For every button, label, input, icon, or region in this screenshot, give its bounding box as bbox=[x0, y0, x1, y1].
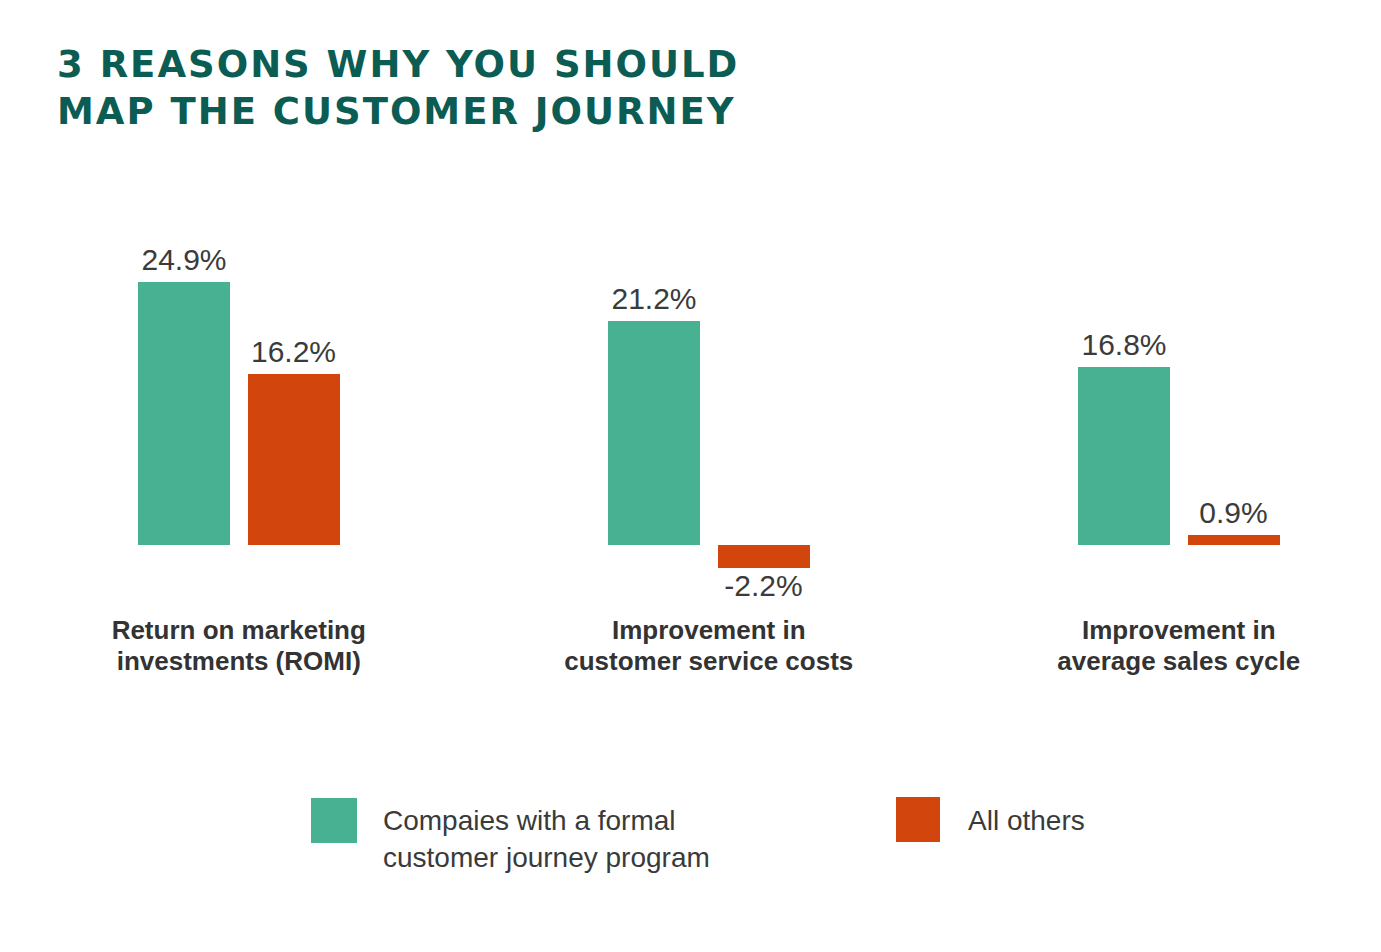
legend-label-all-others: All others bbox=[968, 802, 1085, 839]
legend-label-line1: All others bbox=[968, 802, 1085, 839]
value-label-group1-series1: 24.9% bbox=[104, 245, 264, 275]
legend-swatch-all-others bbox=[896, 797, 940, 842]
category-label-group1: Return on marketinginvestments (ROMI) bbox=[19, 615, 459, 677]
value-label-group2-series1: 21.2% bbox=[574, 284, 734, 314]
category-label-line: Improvement in bbox=[959, 615, 1381, 646]
value-label-group1-series2: 16.2% bbox=[214, 337, 374, 367]
bar-group3-series2 bbox=[1188, 535, 1280, 545]
bar-group2-series2 bbox=[718, 545, 810, 568]
value-label-group3-series1: 16.8% bbox=[1044, 330, 1204, 360]
category-label-line: customer service costs bbox=[489, 646, 929, 677]
category-label-line: Return on marketing bbox=[19, 615, 459, 646]
category-label-group2: Improvement incustomer service costs bbox=[489, 615, 929, 677]
bar-group2-series1 bbox=[608, 321, 700, 545]
category-label-line: Improvement in bbox=[489, 615, 929, 646]
legend-label-formal-program: Compaies with a formal customer journey … bbox=[383, 802, 710, 876]
legend-swatch-formal-program bbox=[311, 798, 357, 843]
category-label-line: average sales cycle bbox=[959, 646, 1381, 677]
value-label-group3-series2: 0.9% bbox=[1154, 498, 1314, 528]
legend-label-line1: Compaies with a formal bbox=[383, 802, 710, 839]
category-label-line: investments (ROMI) bbox=[19, 646, 459, 677]
value-label-group2-series2: -2.2% bbox=[684, 571, 844, 601]
legend-label-line2: customer journey program bbox=[383, 839, 710, 876]
bar-group1-series1 bbox=[138, 282, 230, 545]
bar-group1-series2 bbox=[248, 374, 340, 545]
category-label-group3: Improvement inaverage sales cycle bbox=[959, 615, 1381, 677]
